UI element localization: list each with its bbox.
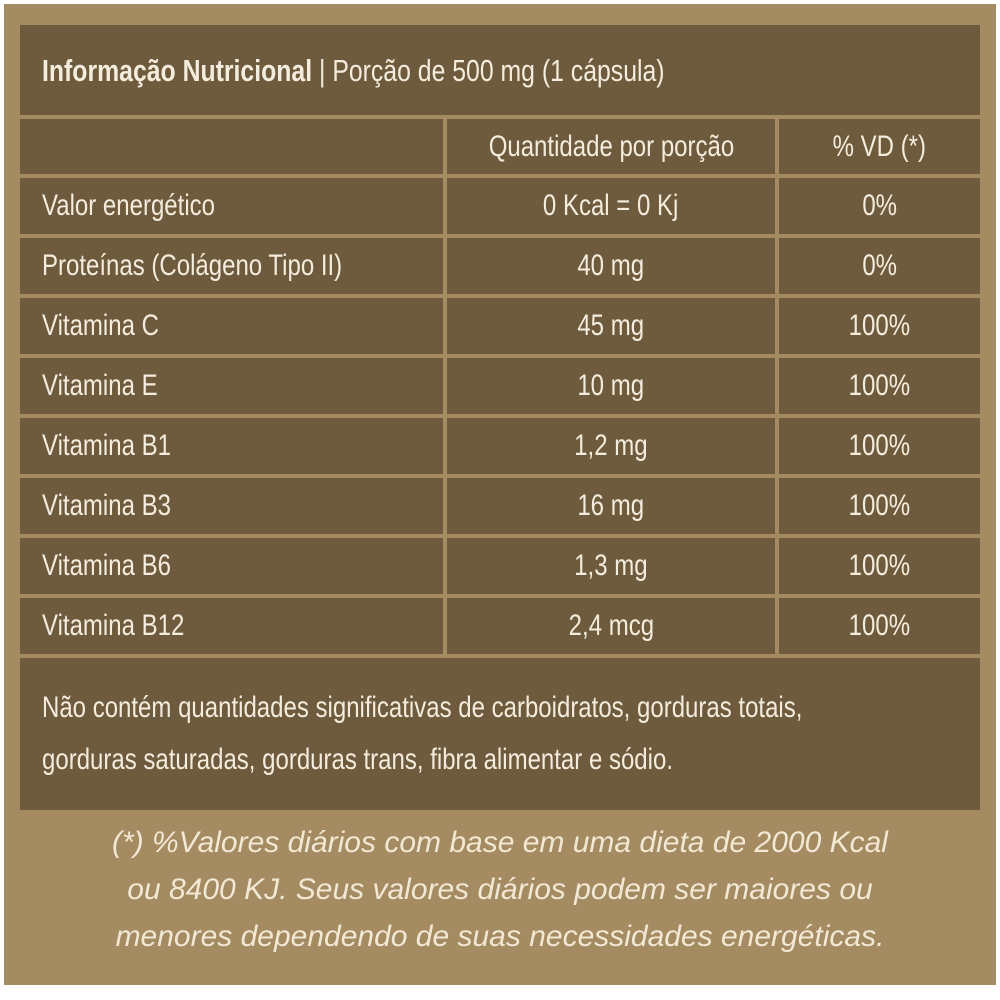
table-header-cell <box>20 119 443 174</box>
nutrient-dv: 100% <box>848 609 911 642</box>
nutrient-dv: 0% <box>862 189 897 222</box>
table-header-cell: Quantidade por porção <box>447 119 775 174</box>
nutrition-table: Informação Nutricional | Porção de 500 m… <box>20 25 980 810</box>
table-cell: 2,4 mcg <box>447 598 775 654</box>
table-cell: 100% <box>779 358 980 414</box>
table-cell: Vitamina B12 <box>20 598 443 654</box>
table-cell: 1,2 mg <box>447 418 775 474</box>
table-cell: 10 mg <box>447 358 775 414</box>
nutrient-amount: 40 mg <box>577 249 645 282</box>
nutrient-name: Vitamina C <box>42 309 159 342</box>
note-line: Não contém quantidades significativas de… <box>42 691 803 724</box>
table-cell: 100% <box>779 478 980 534</box>
nutrient-dv: 0% <box>862 249 897 282</box>
table-title: Informação Nutricional | Porção de 500 m… <box>20 25 980 115</box>
title-bold: Informação Nutricional <box>42 52 313 88</box>
note-line: gorduras saturadas, gorduras trans, fibr… <box>42 743 673 776</box>
nutrient-dv: 100% <box>848 369 911 402</box>
nutrition-note: Não contém quantidades significativas de… <box>20 658 980 810</box>
table-cell: Vitamina B3 <box>20 478 443 534</box>
nutrient-name: Vitamina B1 <box>42 429 171 462</box>
table-cell: Vitamina B6 <box>20 538 443 594</box>
nutrient-name: Vitamina B6 <box>42 549 171 582</box>
nutrient-amount: 16 mg <box>577 489 645 522</box>
table-cell: Vitamina C <box>20 298 443 354</box>
table-cell: 0% <box>779 238 980 294</box>
footnote: (*) %Valores diários com base em uma die… <box>4 819 996 960</box>
nutrient-name: Valor energético <box>42 189 215 222</box>
nutrient-name: Proteínas (Colágeno Tipo II) <box>42 249 343 282</box>
table-cell: 100% <box>779 598 980 654</box>
nutrient-dv: 100% <box>848 309 911 342</box>
nutrition-label: Informação Nutricional | Porção de 500 m… <box>4 4 996 985</box>
table-cell: 1,3 mg <box>447 538 775 594</box>
table-cell: Valor energético <box>20 178 443 234</box>
table-cell: Vitamina B1 <box>20 418 443 474</box>
nutrient-amount: 0 Kcal = 0 Kj <box>543 189 679 222</box>
nutrient-dv: 100% <box>848 549 911 582</box>
table-header-cell: % VD (*) <box>779 119 980 174</box>
nutrient-name: Vitamina B3 <box>42 489 171 522</box>
nutrient-amount: 10 mg <box>577 369 645 402</box>
footnote-line: (*) %Valores diários com base em uma die… <box>112 826 888 859</box>
header-label: % VD (*) <box>832 129 927 163</box>
nutrient-name: Vitamina B12 <box>42 609 185 642</box>
nutrient-dv: 100% <box>848 489 911 522</box>
table-cell: Vitamina E <box>20 358 443 414</box>
title-serving: Porção de 500 mg (1 cápsula) <box>332 52 665 88</box>
table-cell: 45 mg <box>447 298 775 354</box>
table-cell: 0 Kcal = 0 Kj <box>447 178 775 234</box>
table-cell: Proteínas (Colágeno Tipo II) <box>20 238 443 294</box>
table-cell: 0% <box>779 178 980 234</box>
nutrient-amount: 2,4 mcg <box>568 609 654 642</box>
nutrient-name: Vitamina E <box>42 369 158 402</box>
footnote-line: menores dependendo de suas necessidades … <box>115 920 885 953</box>
title-separator: | <box>312 52 333 88</box>
table-cell: 40 mg <box>447 238 775 294</box>
header-label: Quantidade por porção <box>488 129 734 163</box>
table-cell: 100% <box>779 418 980 474</box>
table-cell: 16 mg <box>447 478 775 534</box>
nutrient-amount: 45 mg <box>577 309 645 342</box>
footnote-line: ou 8400 KJ. Seus valores diários podem s… <box>127 873 873 906</box>
nutrient-dv: 100% <box>848 429 911 462</box>
nutrient-amount: 1,2 mg <box>574 429 648 462</box>
table-cell: 100% <box>779 298 980 354</box>
table-cell: 100% <box>779 538 980 594</box>
nutrient-amount: 1,3 mg <box>574 549 648 582</box>
